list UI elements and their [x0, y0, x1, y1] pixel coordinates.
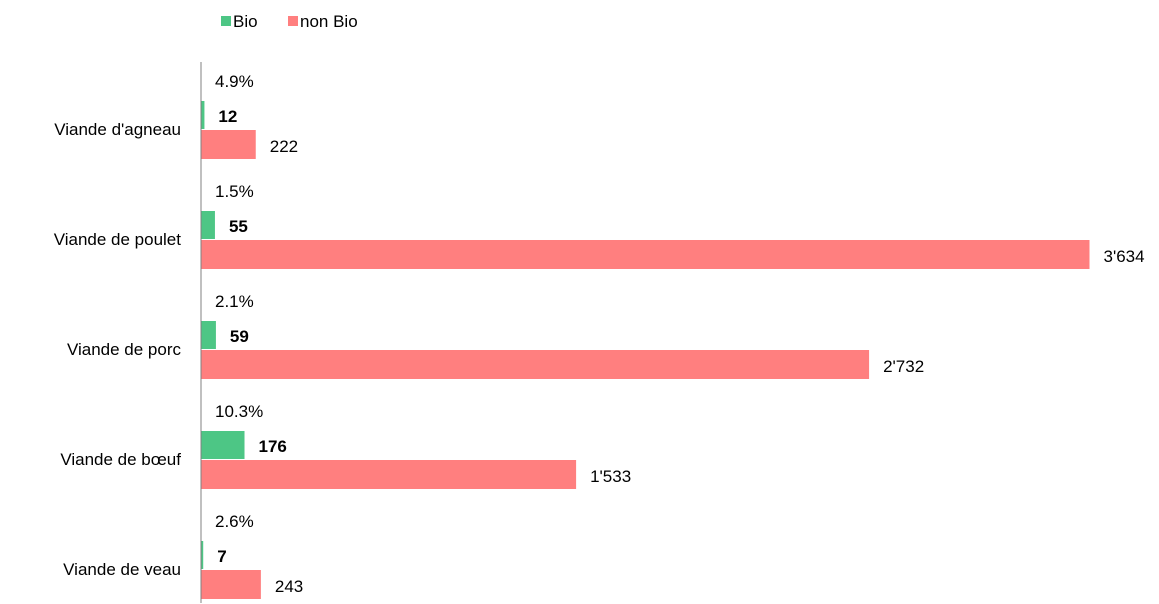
non-bio-bar — [201, 460, 577, 489]
non-bio-value-label: 2'732 — [883, 357, 924, 376]
category-group: Viande de bœuf 10.3% 176 1'533 — [60, 402, 631, 489]
category-group: Viande de poulet 1.5% 55 3'634 — [54, 182, 1145, 269]
non-bio-value-label: 243 — [275, 577, 303, 596]
share-label: 4.9% — [215, 72, 254, 91]
category-label: Viande d'agneau — [54, 120, 181, 139]
plot-area: Viande d'agneau 4.9% 12 222 Viande de poulet… — [54, 72, 1145, 599]
legend-label: Bio — [233, 12, 258, 31]
bio-bar — [201, 431, 245, 459]
bio-value-label: 12 — [218, 107, 237, 126]
category-label: Viande de porc — [67, 340, 182, 359]
non-bio-bar — [201, 570, 261, 599]
non-bio-value-label: 222 — [270, 137, 298, 156]
category-label: Viande de poulet — [54, 230, 182, 249]
non-bio-value-label: 1'533 — [590, 467, 631, 486]
category-group: Viande d'agneau 4.9% 12 222 — [54, 72, 298, 159]
category-label: Viande de veau — [63, 560, 181, 579]
bio-value-label: 7 — [217, 547, 226, 566]
legend: Bio non Bio — [221, 12, 358, 31]
category-group: Viande de porc 2.1% 59 2'732 — [67, 292, 924, 379]
bio-value-label: 176 — [259, 437, 287, 456]
share-label: 2.6% — [215, 512, 254, 531]
non-bio-bar — [201, 240, 1090, 269]
share-label: 10.3% — [215, 402, 263, 421]
bio-bar — [201, 541, 204, 569]
bio-bar — [201, 101, 205, 129]
non-bio-bar — [201, 130, 256, 159]
bio-bar — [201, 211, 215, 239]
legend-swatch — [288, 16, 298, 26]
category-label: Viande de bœuf — [60, 450, 181, 469]
share-label: 1.5% — [215, 182, 254, 201]
non-bio-bar — [201, 350, 870, 379]
bio-value-label: 59 — [230, 327, 249, 346]
bio-bar — [201, 321, 216, 349]
legend-label: non Bio — [300, 12, 358, 31]
legend-swatch — [221, 16, 231, 26]
category-group: Viande de veau 2.6% 7 243 — [63, 512, 303, 599]
bio-value-label: 55 — [229, 217, 248, 236]
share-label: 2.1% — [215, 292, 254, 311]
non-bio-value-label: 3'634 — [1104, 247, 1145, 266]
